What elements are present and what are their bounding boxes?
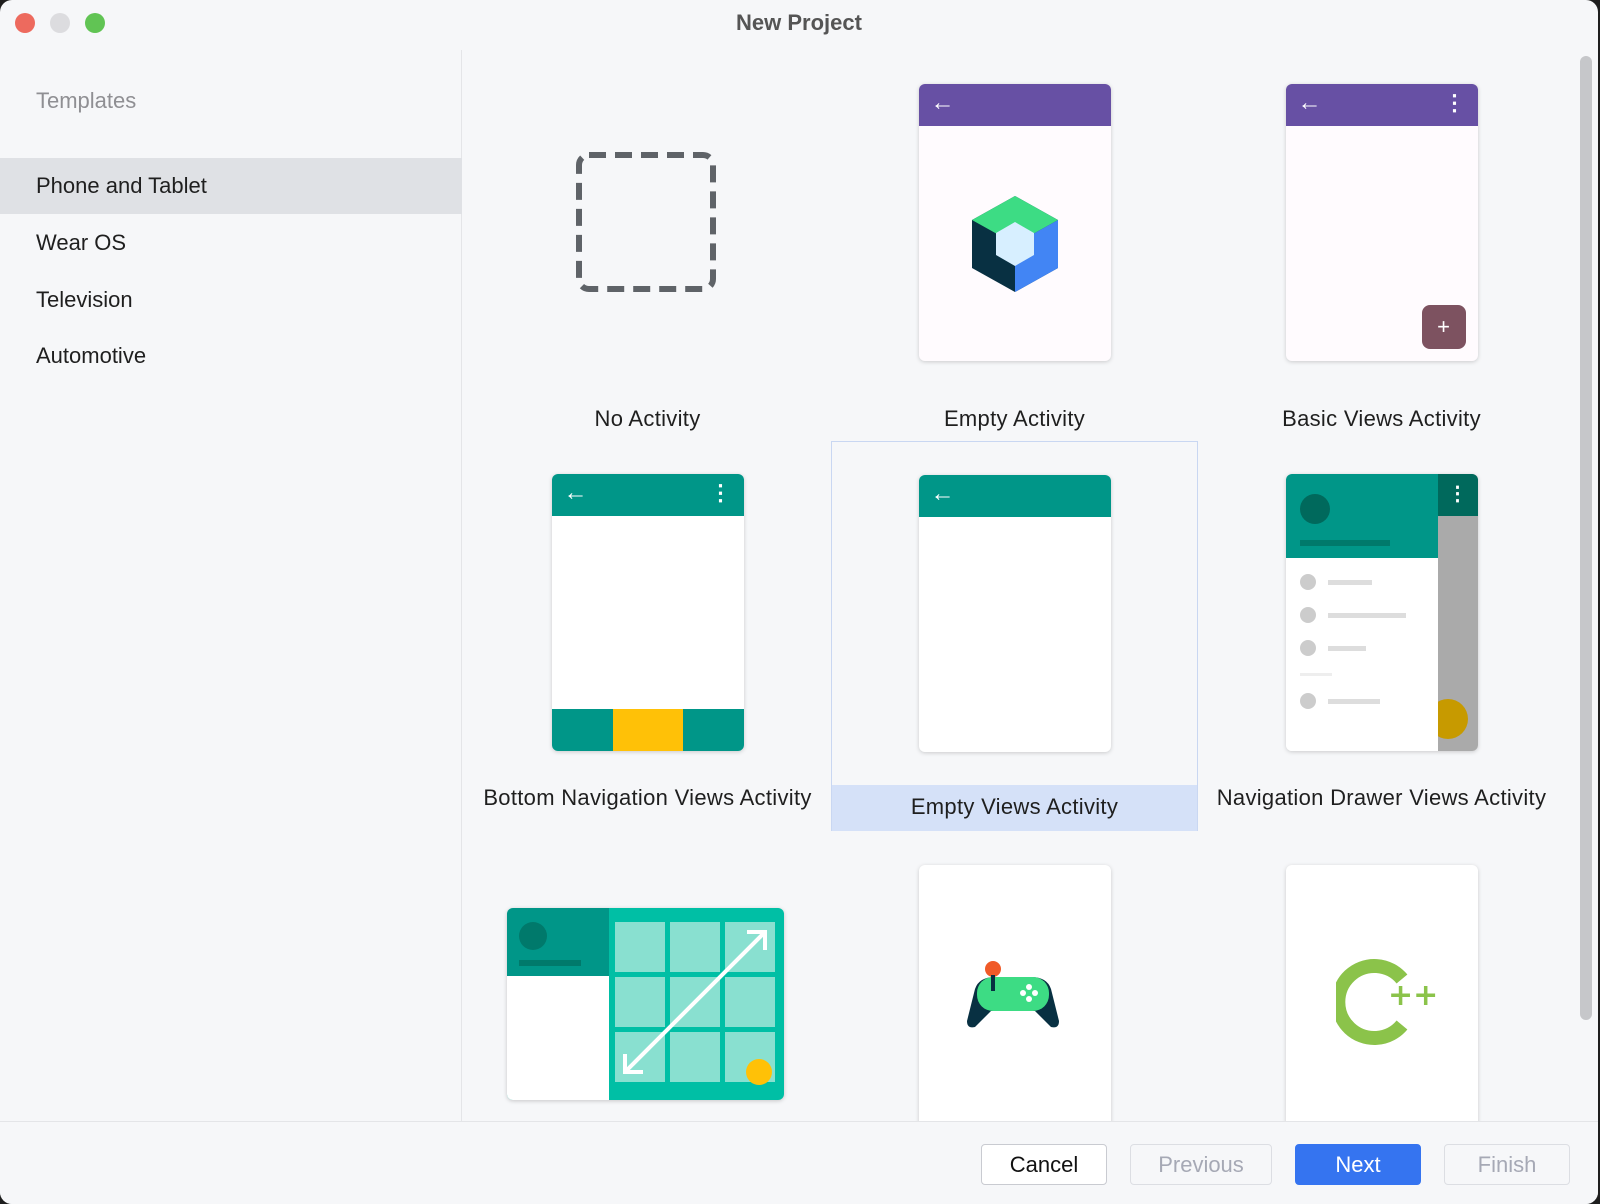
- app-bar: ← ⋮: [1285, 84, 1478, 126]
- sidebar-item-television[interactable]: Television: [36, 287, 133, 312]
- phone-preview: ⋮: [1285, 474, 1478, 751]
- compose-logo-icon: [971, 196, 1058, 292]
- dialog-footer: Cancel Previous Next Finish: [0, 1121, 1598, 1204]
- template-empty-views-activity[interactable]: ← Empty Views Activity: [831, 441, 1198, 831]
- dashed-square-icon: [576, 152, 716, 292]
- close-window-button[interactable]: [15, 13, 35, 33]
- cpp-plus-text: ++: [1388, 978, 1438, 1013]
- minimize-window-button[interactable]: [50, 13, 70, 33]
- sidebar-item-phone-and-tablet[interactable]: Phone and Tablet: [0, 158, 462, 214]
- phone-preview: [918, 865, 1111, 1142]
- template-bottom-navigation-views-activity[interactable]: ← ⋮ Bottom Navigation Views Activity: [464, 441, 831, 831]
- phone-preview: ←: [918, 475, 1111, 752]
- phone-preview: ← ⋮ +: [1285, 84, 1478, 361]
- template-basic-views-activity[interactable]: ← ⋮ + Basic Views Activity: [1198, 51, 1565, 441]
- cancel-button[interactable]: Cancel: [981, 1144, 1107, 1185]
- back-arrow-icon: ←: [1297, 89, 1322, 116]
- window-title: New Project: [736, 10, 862, 35]
- game-controller-icon: [966, 961, 1059, 1028]
- template-label: Bottom Navigation Views Activity: [483, 785, 812, 810]
- sidebar-item-automotive[interactable]: Automotive: [36, 343, 147, 368]
- overflow-menu-icon: ⋮: [1443, 90, 1466, 115]
- bottom-navigation-bar: [551, 709, 744, 751]
- sidebar-heading: Templates: [36, 88, 137, 113]
- previous-button[interactable]: Previous: [1130, 1144, 1272, 1185]
- template-navigation-drawer-views-activity[interactable]: ⋮ Navigation Drawer Views Activity: [1198, 441, 1565, 831]
- templates-sidebar: Templates Phone and Tablet Wear OS Telev…: [0, 50, 462, 1121]
- overflow-menu-icon: ⋮: [709, 480, 732, 505]
- phone-preview: ← ⋮: [551, 474, 744, 751]
- tablet-preview: [507, 908, 784, 1100]
- fab-plus-icon: +: [1421, 305, 1466, 349]
- app-bar: ←: [918, 475, 1111, 517]
- template-label: Empty Views Activity: [832, 785, 1197, 831]
- template-label: Basic Views Activity: [1282, 406, 1481, 431]
- back-arrow-icon: ←: [563, 479, 588, 506]
- back-arrow-icon: ←: [930, 89, 955, 116]
- app-bar: ← ⋮: [551, 474, 744, 516]
- overflow-menu-icon: ⋮: [1437, 474, 1478, 516]
- template-label: Empty Activity: [943, 406, 1086, 431]
- zoom-window-button[interactable]: [85, 13, 105, 33]
- phone-preview: ←: [918, 84, 1111, 361]
- navigation-drawer: [1285, 474, 1438, 751]
- template-native-cpp[interactable]: ++: [1198, 832, 1565, 1204]
- back-arrow-icon: ←: [930, 480, 955, 507]
- template-label: Navigation Drawer Views Activity: [1216, 785, 1547, 810]
- template-label: No Activity: [594, 406, 701, 431]
- resize-grid-icon: [615, 922, 775, 1085]
- template-empty-activity[interactable]: ← Empty Activity: [831, 51, 1198, 441]
- next-button[interactable]: Next: [1295, 1144, 1421, 1185]
- cpp-logo-icon: ++: [1335, 959, 1438, 1045]
- phone-preview: ++: [1285, 865, 1478, 1142]
- templates-scrollbar[interactable]: [1580, 56, 1592, 1020]
- app-bar: ←: [918, 84, 1111, 126]
- template-responsive-views-activity[interactable]: [464, 832, 831, 1204]
- template-no-activity[interactable]: No Activity: [464, 51, 831, 441]
- sidebar-item-wear-os[interactable]: Wear OS: [36, 230, 127, 255]
- finish-button[interactable]: Finish: [1444, 1144, 1570, 1185]
- template-game-activity[interactable]: [831, 832, 1198, 1204]
